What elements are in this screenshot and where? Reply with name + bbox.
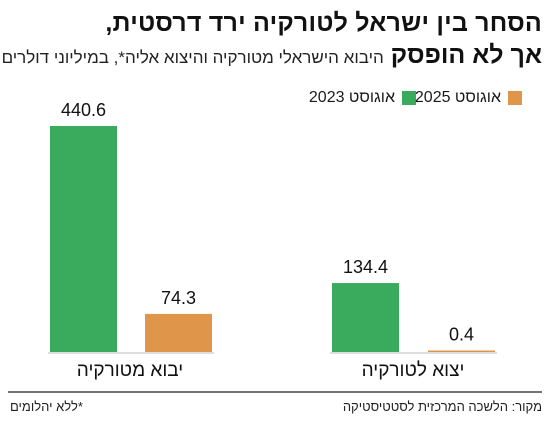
chart-subtitle: היבוא הישראלי מטורקיה והיצוא אליה*, במיל… (1, 48, 384, 67)
legend-item-2025: אוגוסט 2025 (415, 89, 522, 107)
bar-value-label-0-1: 74.3 (161, 288, 196, 308)
bar-value-label-0-0: 440.6 (61, 100, 106, 120)
title-row-2: אך לא הופסק היבוא הישראלי מטורקיה והיצוא… (2, 41, 542, 70)
legend-label-2023: אוגוסט 2023 (308, 89, 395, 106)
source-note: מקור: הלשכה המרכזית לסטטיסטיקה (342, 399, 542, 414)
legend-swatch-2023 (402, 91, 416, 105)
chart-title-line1: הסחר בין ישראל לטורקיה ירד דרסטית, (105, 9, 542, 37)
category-label-1: יצוא לטורקיה (362, 360, 465, 381)
bar-value-label-1-1: 0.4 (449, 325, 474, 345)
legend-swatch-2025 (508, 91, 522, 105)
bar-1-0 (332, 283, 399, 352)
legend-label-2025: אוגוסט 2025 (414, 89, 501, 106)
legend-item-2023: אוגוסט 2023 (309, 89, 416, 107)
bar-value-label-1-0: 134.4 (343, 257, 388, 277)
bar-0-1 (145, 313, 212, 352)
footnote: *ללא יהלומים (10, 399, 83, 414)
chart-title-line2: אך לא הופסק (390, 41, 542, 69)
category-label-0: יבוא מטורקיה (77, 360, 183, 381)
bar-1-1 (428, 350, 495, 352)
bar-0-0 (50, 126, 117, 352)
